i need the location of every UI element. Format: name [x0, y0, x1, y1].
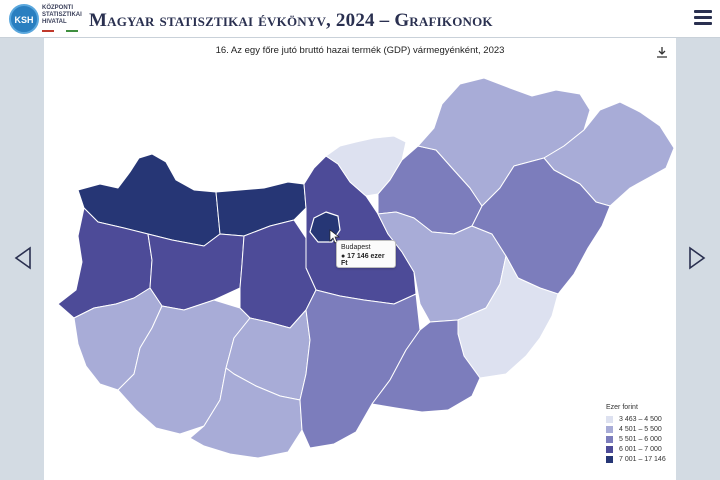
legend-label: 6 001 – 7 000	[619, 445, 662, 453]
map-legend: Ezer forint 3 463 – 4 500 4 501 – 5 500 …	[606, 404, 674, 464]
county-csongrad[interactable]	[371, 319, 481, 413]
legend-item[interactable]: 7 001 – 17 146	[606, 454, 674, 464]
ksh-logo: KSH	[9, 4, 39, 34]
org-line-2: STATISZTIKAI	[42, 12, 82, 18]
legend-title: Ezer forint	[606, 404, 638, 411]
legend-label: 3 463 – 4 500	[619, 415, 662, 423]
legend-swatch	[606, 445, 613, 453]
legend-label: 5 501 – 6 000	[619, 435, 662, 443]
legend-swatch	[606, 455, 613, 463]
legend-swatch	[606, 435, 613, 443]
legend-item[interactable]: 3 463 – 4 500	[606, 414, 674, 424]
county-hajdu-bihar[interactable]	[471, 157, 611, 295]
legend-item[interactable]: 5 501 – 6 000	[606, 434, 674, 444]
tooltip-value: ● 17 146 ezer Ft	[341, 253, 385, 267]
organization-name: KÖZPONTI STATISZTIKAI HIVATAL	[42, 5, 82, 26]
county-borsod[interactable]	[417, 77, 591, 207]
hungary-county-map	[57, 77, 675, 459]
app-header: KSH KÖZPONTI STATISZTIKAI HIVATAL Magyar…	[0, 0, 720, 38]
legend-label: 7 001 – 17 146	[619, 455, 666, 463]
page-title: Magyar statisztikai évkönyv, 2024 – Graf…	[89, 10, 493, 31]
chart-title: 16. Az egy főre jutó bruttó hazai termék…	[215, 45, 505, 56]
legend-item[interactable]: 6 001 – 7 000	[606, 444, 674, 454]
flag-stripe	[42, 30, 78, 32]
triangle-right-icon[interactable]	[687, 246, 707, 270]
org-line-3: HIVATAL	[42, 19, 67, 25]
org-line-1: KÖZPONTI	[42, 5, 73, 11]
county-veszprem[interactable]	[147, 233, 245, 311]
right-nav-area	[676, 38, 720, 480]
legend-swatch	[606, 415, 613, 423]
chart-panel: 16. Az egy főre jutó bruttó hazai termék…	[44, 38, 676, 480]
county-bekes[interactable]	[457, 255, 559, 379]
hamburger-menu-icon[interactable]	[694, 10, 712, 28]
map-tooltip: Budapest ● 17 146 ezer Ft	[336, 240, 396, 268]
legend-item[interactable]: 4 501 – 5 500	[606, 424, 674, 434]
tooltip-county-name: Budapest	[341, 244, 371, 251]
legend-swatch	[606, 425, 613, 433]
county-baranya[interactable]	[189, 367, 303, 459]
legend-label: 4 501 – 5 500	[619, 425, 662, 433]
left-nav-area	[0, 38, 44, 480]
triangle-left-icon[interactable]	[13, 246, 33, 270]
logo-text: KSH	[14, 15, 34, 25]
download-icon[interactable]	[656, 46, 668, 58]
